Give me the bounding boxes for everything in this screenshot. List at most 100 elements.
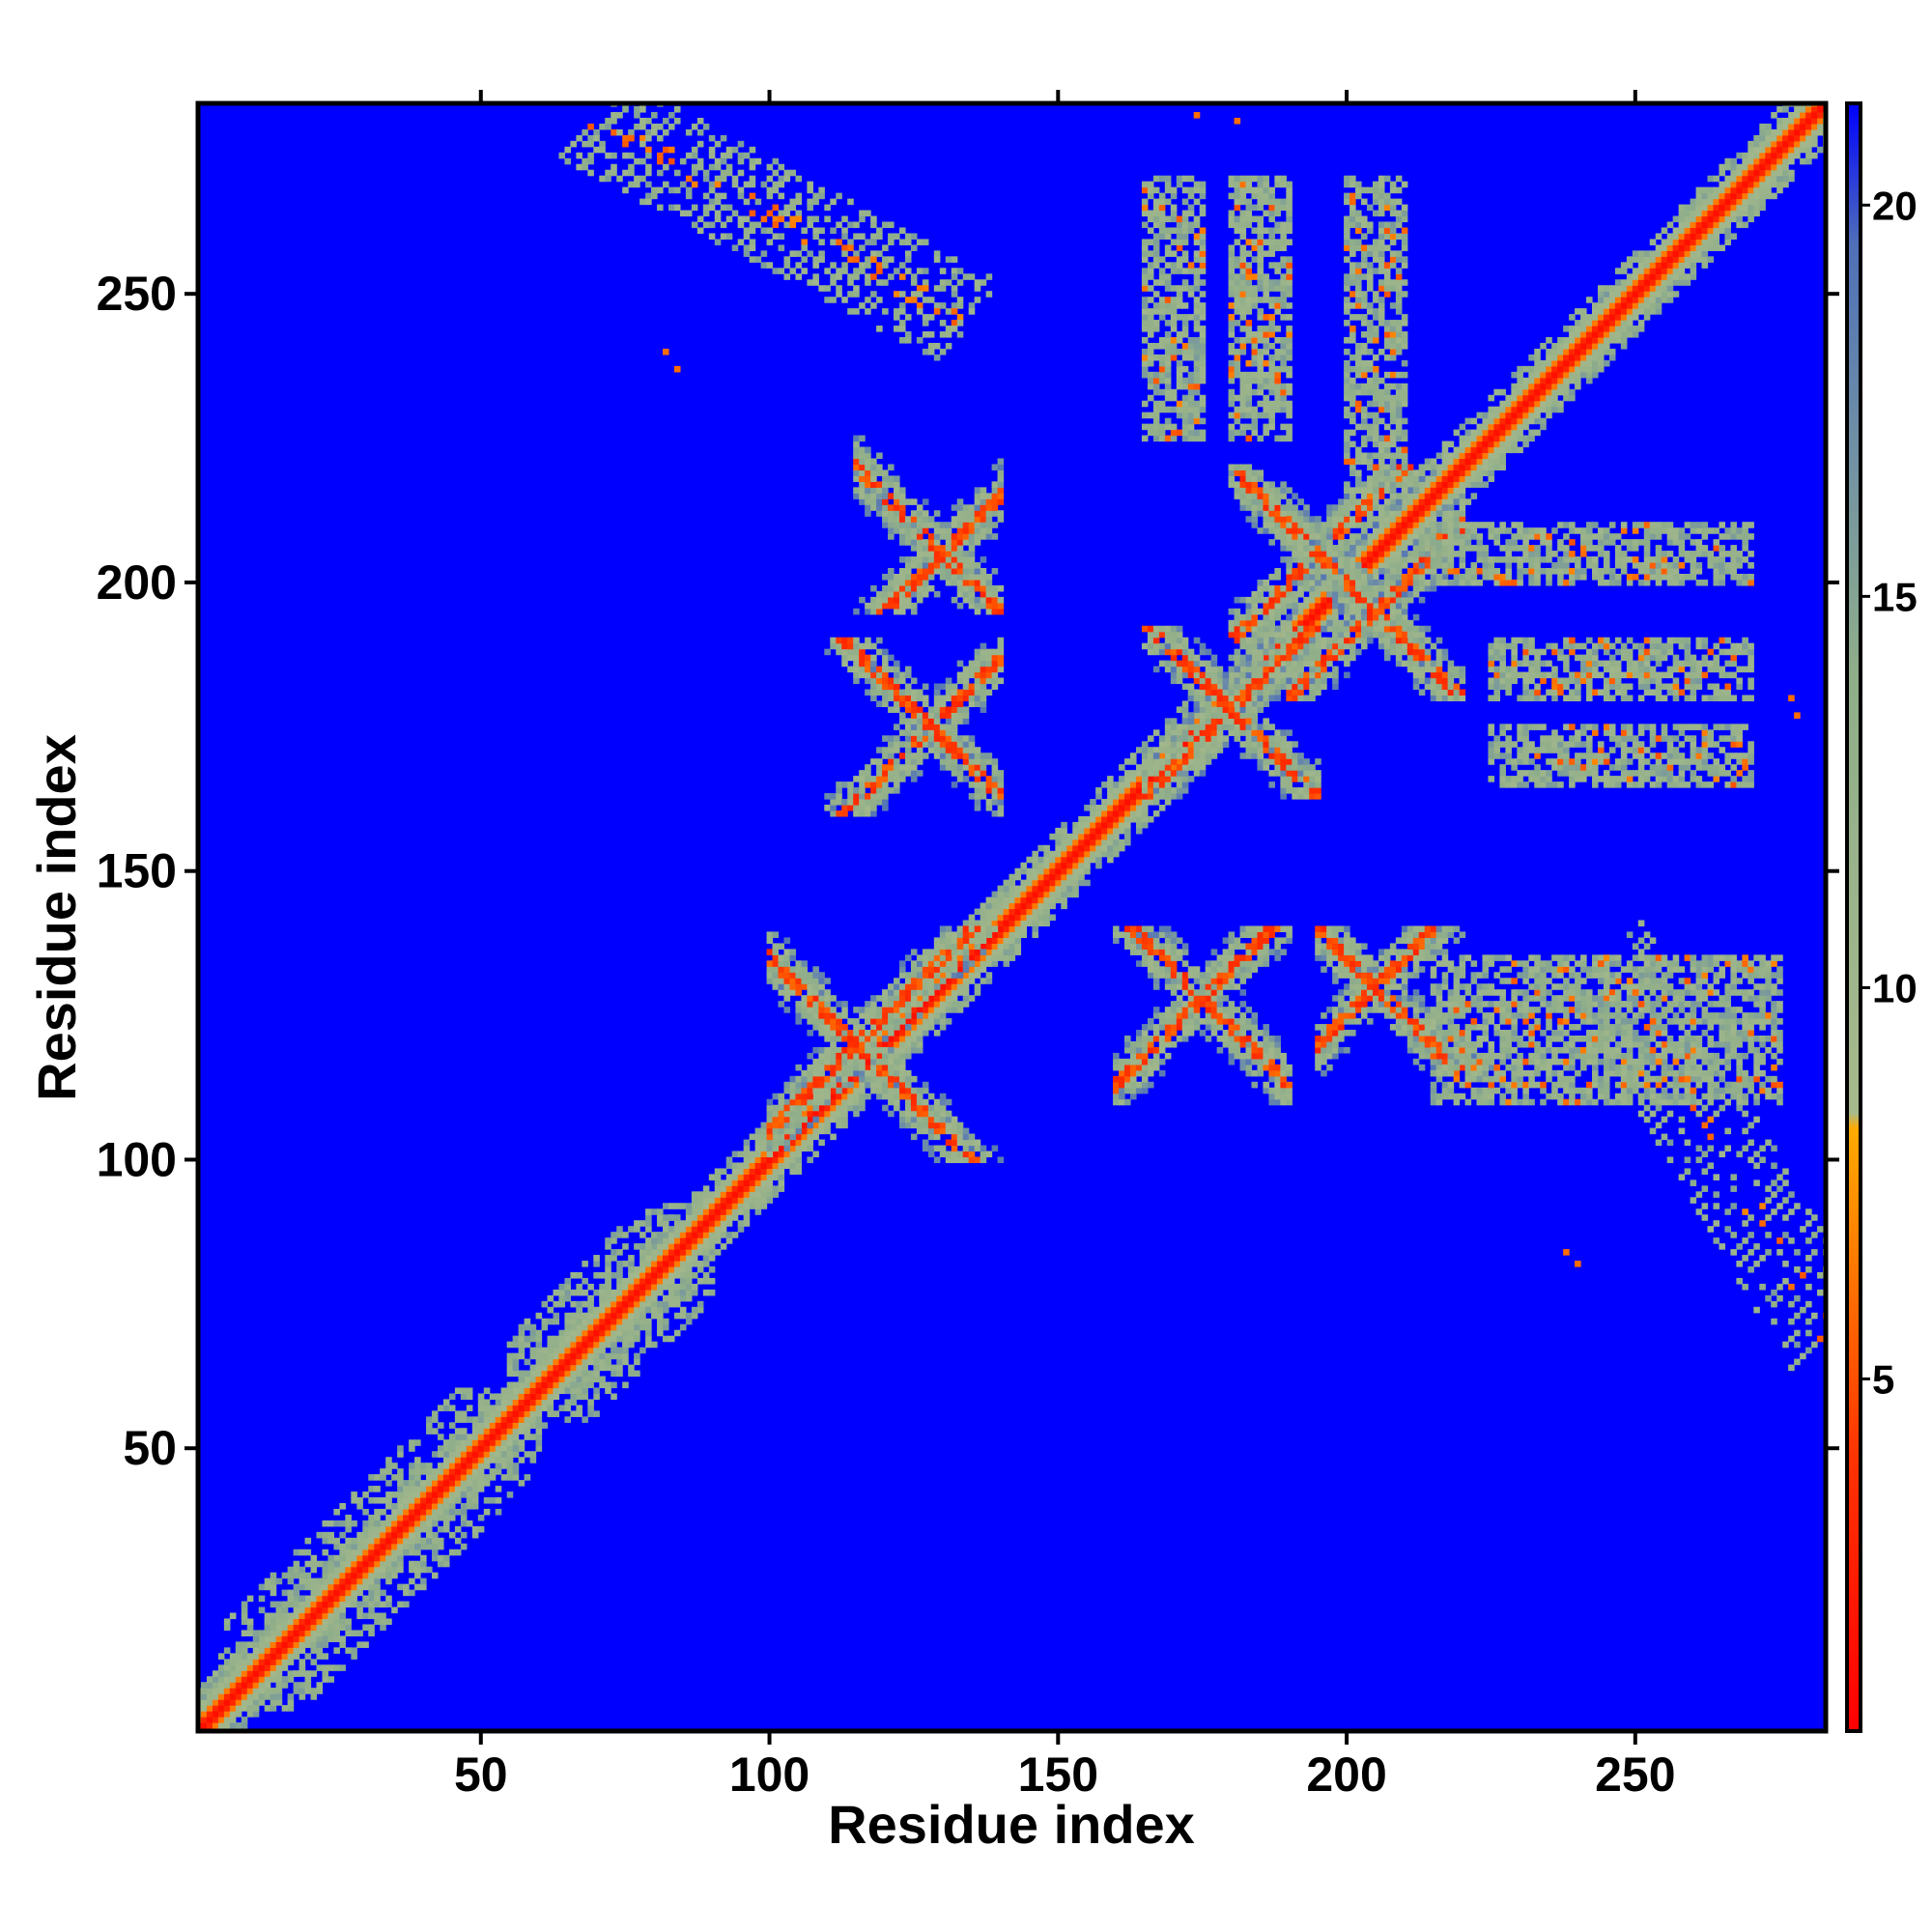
cross-contact-cell bbox=[847, 1069, 854, 1077]
helix-bundle-cell bbox=[414, 1566, 421, 1574]
diagonal-contact-cell bbox=[1453, 452, 1461, 460]
helix-bundle-cell bbox=[582, 1416, 588, 1423]
helix-bundle-cell bbox=[322, 1635, 329, 1642]
diagonal-contact-cell bbox=[1141, 741, 1149, 748]
helix-bundle-cell bbox=[547, 1341, 554, 1349]
helix-bundle-cell bbox=[264, 1618, 271, 1626]
helix-bundle-cell bbox=[327, 1554, 335, 1562]
diagonal-contact-cell bbox=[576, 1387, 582, 1395]
helix-bundle-cell bbox=[397, 1583, 404, 1591]
diagonal-contact-cell bbox=[1043, 850, 1050, 858]
diagonal-contact-cell bbox=[1637, 268, 1645, 274]
diagonal-contact-cell bbox=[910, 1007, 918, 1013]
diagonal-contact-cell bbox=[599, 1347, 606, 1354]
diagonal-contact-cell bbox=[500, 1434, 508, 1440]
diagonal-contact-cell bbox=[495, 1416, 502, 1423]
cross-contact-cell bbox=[904, 1001, 912, 1008]
diagonal-contact-cell bbox=[1597, 302, 1605, 309]
diagonal-contact-cell bbox=[570, 1376, 577, 1383]
helix-bundle-cell bbox=[420, 1583, 427, 1591]
diagonal-contact-cell bbox=[1292, 619, 1298, 627]
diagonal-contact-cell bbox=[437, 1480, 444, 1487]
helix-bundle-cell bbox=[270, 1705, 277, 1712]
diagonal-contact-cell bbox=[1661, 262, 1668, 269]
diagonal-contact-cell bbox=[1499, 429, 1506, 437]
diagonal-contact-cell bbox=[679, 1220, 687, 1227]
diagonal-contact-cell bbox=[1794, 134, 1801, 142]
helix-bundle-cell bbox=[333, 1508, 340, 1516]
diagonal-contact-cell bbox=[720, 1232, 727, 1238]
diagonal-contact-cell bbox=[1724, 227, 1731, 235]
cross-contact-cell bbox=[898, 995, 906, 1002]
diagonal-contact-cell bbox=[725, 1179, 733, 1186]
diagonal-contact-cell bbox=[685, 1237, 693, 1244]
cross-contact-cell bbox=[859, 1058, 866, 1065]
diagonal-contact-cell bbox=[316, 1606, 324, 1614]
cross-contact-cell bbox=[853, 1046, 860, 1054]
diagonal-contact-cell bbox=[322, 1577, 329, 1585]
diagonal-contact-cell bbox=[310, 1635, 318, 1642]
helix-bundle-cell bbox=[275, 1693, 283, 1700]
diagonal-contact-cell bbox=[1286, 619, 1293, 627]
diagonal-contact-cell bbox=[836, 1104, 842, 1112]
diagonal-contact-cell bbox=[1292, 625, 1298, 633]
diagonal-contact-cell bbox=[1707, 175, 1715, 183]
cross-contact-cell bbox=[870, 995, 877, 1002]
diagonal-contact-cell bbox=[1441, 464, 1449, 471]
diagonal-contact-cell bbox=[818, 1139, 825, 1147]
helix-bundle-cell bbox=[432, 1554, 439, 1562]
cross-contact-cell bbox=[807, 1030, 813, 1037]
diagonal-contact-cell bbox=[1753, 157, 1760, 165]
diagonal-contact-cell bbox=[1597, 342, 1605, 350]
diagonal-contact-cell bbox=[1107, 833, 1114, 840]
diagonal-contact-cell bbox=[432, 1508, 439, 1516]
cross-contact-cell bbox=[830, 1024, 837, 1031]
diagonal-contact-cell bbox=[1695, 204, 1703, 212]
diagonal-contact-cell bbox=[1315, 608, 1321, 615]
diagonal-contact-cell bbox=[582, 1335, 588, 1343]
helix-bundle-cell bbox=[385, 1595, 392, 1603]
diagonal-contact-cell bbox=[529, 1434, 537, 1440]
helix-bundle-cell bbox=[622, 1358, 629, 1366]
cross-contact-cell bbox=[894, 1007, 900, 1013]
diagonal-contact-cell bbox=[1072, 867, 1079, 875]
cross-contact-cell bbox=[870, 787, 877, 794]
diagonal-contact-cell bbox=[766, 1185, 774, 1192]
diagonal-contact-cell bbox=[1274, 642, 1281, 650]
diagonal-contact-cell bbox=[409, 1537, 415, 1545]
diagonal-contact-cell bbox=[1470, 481, 1478, 488]
cross-contact-cell bbox=[927, 1116, 935, 1123]
diagonal-contact-cell bbox=[1517, 423, 1523, 431]
diagonal-contact-cell bbox=[1643, 297, 1651, 303]
diagonal-contact-cell bbox=[795, 1162, 802, 1170]
diagonal-contact-cell bbox=[1119, 781, 1125, 788]
helix-bundle-cell bbox=[322, 1531, 329, 1539]
diagonal-contact-cell bbox=[1666, 285, 1674, 292]
diagonal-contact-cell bbox=[1747, 169, 1754, 177]
diagonal-contact-cell bbox=[1800, 105, 1806, 113]
diagonal-contact-cell bbox=[558, 1358, 566, 1366]
helix-bundle-cell bbox=[246, 1595, 254, 1603]
diagonal-contact-cell bbox=[1418, 516, 1426, 523]
diagonal-contact-cell bbox=[310, 1630, 318, 1636]
cross-contact-cell bbox=[951, 1133, 958, 1141]
diagonal-contact-cell bbox=[448, 1463, 456, 1469]
diagonal-contact-cell bbox=[1765, 181, 1772, 188]
helix-bundle-cell bbox=[298, 1664, 306, 1671]
diagonal-contact-cell bbox=[812, 1093, 819, 1100]
diagonal-contact-cell bbox=[1637, 279, 1645, 286]
diagonal-contact-cell bbox=[991, 931, 999, 939]
helix-bundle-cell bbox=[657, 1300, 664, 1308]
diagonal-contact-cell bbox=[316, 1595, 324, 1603]
diagonal-contact-cell bbox=[558, 1347, 566, 1354]
diagonal-contact-cell bbox=[1239, 642, 1247, 650]
helix-bundle-cell bbox=[634, 1220, 640, 1227]
helix-bundle-cell bbox=[432, 1428, 439, 1435]
diagonal-contact-cell bbox=[587, 1306, 594, 1314]
diagonal-contact-cell bbox=[634, 1329, 640, 1337]
diagonal-contact-cell bbox=[246, 1693, 254, 1700]
diagonal-contact-cell bbox=[702, 1220, 710, 1227]
diagonal-contact-cell bbox=[409, 1548, 415, 1556]
helix-bundle-cell bbox=[512, 1364, 520, 1372]
diagonal-contact-cell bbox=[1592, 314, 1599, 321]
